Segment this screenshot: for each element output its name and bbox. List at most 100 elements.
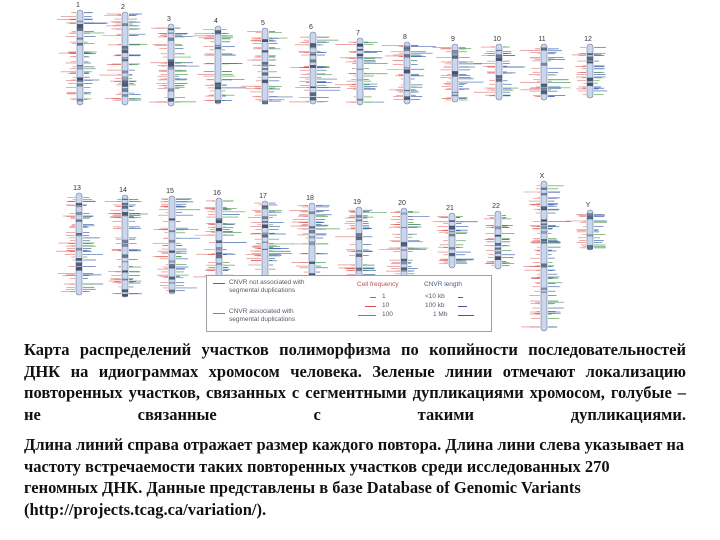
- chromosome-band: [541, 225, 547, 230]
- chromosome-band: [587, 77, 593, 82]
- chromosome-band: [262, 79, 268, 84]
- chromosome-body: [75, 192, 83, 296]
- chromosome-band: [122, 254, 128, 258]
- chromosome-band: [449, 227, 455, 230]
- chromosome-3: 3: [149, 16, 200, 107]
- chromosome-band: [169, 260, 175, 263]
- chromosome-band: [310, 54, 316, 56]
- chromosome-X: X: [521, 173, 571, 332]
- chromosome-band: [404, 96, 410, 100]
- chromosome-band: [587, 245, 593, 250]
- chromosome-band: [262, 241, 268, 244]
- chromosome-band: [452, 94, 458, 97]
- chromosome-band: [262, 206, 268, 210]
- chromosome-band: [357, 57, 363, 59]
- chromosome-band: [452, 54, 458, 58]
- chromosome-band: [169, 264, 175, 268]
- chromosome-band: [495, 226, 501, 230]
- chromosome-band: [309, 229, 315, 234]
- chromosome-band: [262, 234, 268, 238]
- chromosome-band: [449, 247, 455, 250]
- chromosome-band: [122, 94, 128, 97]
- chromosome-body: [586, 43, 594, 99]
- chromosome-band: [122, 76, 128, 81]
- legend-freq-value-100: 100: [382, 311, 393, 318]
- chromosome-band: [452, 72, 458, 77]
- chromosome-label: 21: [446, 205, 454, 212]
- chromosome-band: [356, 219, 362, 222]
- chromosome-band: [216, 251, 222, 256]
- chromosome-body: [214, 25, 222, 105]
- chromosome-band: [310, 59, 316, 63]
- chromosome-band: [77, 27, 83, 31]
- chromosome-band: [310, 86, 316, 88]
- chromosome-band: [169, 282, 175, 284]
- chromosome-label: 14: [119, 187, 127, 194]
- chromosome-band: [262, 61, 268, 65]
- chromosome-label: 7: [356, 30, 360, 37]
- chromosome-band: [541, 230, 547, 234]
- chromosome-band: [541, 266, 547, 268]
- chromosome-band: [541, 219, 547, 222]
- chromosome-band: [356, 233, 362, 236]
- chromosome-band: [401, 267, 407, 270]
- chromosome-band: [495, 251, 501, 255]
- chromosome-band: [122, 70, 128, 74]
- chromosome-band: [309, 261, 315, 264]
- chromosome-10: 10: [473, 36, 526, 101]
- chromosome-band: [122, 88, 128, 92]
- chromosome-band: [541, 47, 547, 51]
- legend-length-line-10kb: [458, 297, 463, 298]
- chromosome-band: [587, 56, 593, 61]
- chromosome-band: [76, 258, 82, 261]
- legend-length-value-1mb: 1 Mb: [433, 311, 448, 318]
- chromosome-band: [76, 233, 82, 235]
- chromosome-label: 2: [121, 4, 125, 11]
- chromosome-band: [309, 211, 315, 213]
- chromosome-band: [215, 46, 221, 50]
- chromosome-band: [401, 258, 407, 261]
- chromosome-band: [449, 233, 455, 237]
- chromosome-band: [452, 49, 458, 54]
- chromosome-band: [357, 53, 363, 57]
- chromosome-band: [122, 270, 128, 273]
- chromosome-band: [356, 234, 362, 238]
- chromosome-band: [401, 241, 407, 246]
- legend-not-associated-line1: CNVR not associated with: [229, 279, 305, 286]
- chromosome-label: 1: [76, 2, 80, 9]
- chromosome-band: [449, 253, 455, 257]
- chromosome-12: 12: [571, 36, 608, 99]
- chromosome-Y: Y: [565, 202, 608, 251]
- chromosome-band: [357, 98, 363, 101]
- chromosome-band: [310, 96, 316, 101]
- chromosome-band: [122, 212, 128, 216]
- chromosome-14: 14: [104, 187, 148, 298]
- chromosome-band: [309, 226, 315, 229]
- chromosome-band: [169, 289, 175, 293]
- chromosome-band: [262, 232, 268, 236]
- chromosome-band: [122, 57, 128, 59]
- chromosome-band: [262, 100, 268, 105]
- chromosome-band: [541, 192, 547, 196]
- chromosome-band: [496, 75, 502, 79]
- chromosome-body: [356, 37, 364, 106]
- chromosome-band: [496, 58, 502, 61]
- chromosome-band: [122, 80, 128, 85]
- chromosome-4: 4: [193, 18, 247, 105]
- chromosome-band: [404, 67, 410, 69]
- chromosome-band: [541, 263, 547, 267]
- chromosome-band: [168, 98, 174, 102]
- chromosome-band: [401, 260, 407, 265]
- chromosome-band: [215, 86, 221, 89]
- chromosome-band: [401, 249, 407, 251]
- chromosome-band: [215, 84, 221, 89]
- chromosome-band: [216, 246, 222, 251]
- chromosome-band: [168, 59, 174, 63]
- chromosome-band: [587, 82, 593, 87]
- chromosome-band: [404, 69, 410, 74]
- chromosome-band: [541, 239, 547, 242]
- chromosome-band: [587, 59, 593, 64]
- chromosome-band: [122, 49, 128, 54]
